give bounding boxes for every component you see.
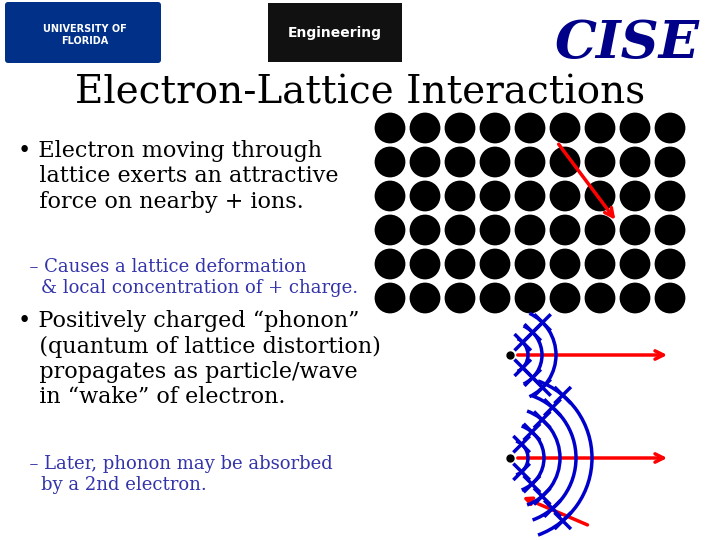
Circle shape	[586, 216, 614, 244]
Circle shape	[411, 148, 439, 176]
Circle shape	[586, 148, 614, 176]
Circle shape	[376, 148, 404, 176]
Circle shape	[551, 182, 579, 210]
Circle shape	[446, 148, 474, 176]
Circle shape	[621, 284, 649, 312]
Circle shape	[446, 216, 474, 244]
FancyBboxPatch shape	[5, 2, 161, 63]
Circle shape	[656, 250, 684, 278]
Circle shape	[376, 114, 404, 142]
Circle shape	[621, 182, 649, 210]
Circle shape	[411, 250, 439, 278]
Text: • Electron moving through
   lattice exerts an attractive
   force on nearby + i: • Electron moving through lattice exerts…	[18, 140, 338, 213]
Circle shape	[551, 250, 579, 278]
Circle shape	[551, 148, 579, 176]
Circle shape	[516, 114, 544, 142]
Circle shape	[411, 284, 439, 312]
Circle shape	[551, 114, 579, 142]
Circle shape	[516, 182, 544, 210]
Circle shape	[656, 216, 684, 244]
Circle shape	[656, 148, 684, 176]
Circle shape	[586, 114, 614, 142]
Circle shape	[516, 148, 544, 176]
Circle shape	[481, 216, 509, 244]
Circle shape	[656, 114, 684, 142]
Circle shape	[411, 182, 439, 210]
Circle shape	[481, 148, 509, 176]
Circle shape	[586, 182, 614, 210]
Circle shape	[621, 216, 649, 244]
Text: • Positively charged “phonon”
   (quantum of lattice distortion)
   propagates a: • Positively charged “phonon” (quantum o…	[18, 310, 381, 408]
Circle shape	[481, 284, 509, 312]
Circle shape	[621, 114, 649, 142]
Circle shape	[621, 250, 649, 278]
Circle shape	[446, 250, 474, 278]
Circle shape	[656, 284, 684, 312]
Circle shape	[551, 284, 579, 312]
Circle shape	[586, 250, 614, 278]
Circle shape	[411, 114, 439, 142]
Circle shape	[376, 182, 404, 210]
Circle shape	[516, 250, 544, 278]
Circle shape	[376, 250, 404, 278]
Circle shape	[481, 182, 509, 210]
Circle shape	[446, 114, 474, 142]
Circle shape	[586, 284, 614, 312]
Text: CISE: CISE	[555, 18, 700, 69]
Circle shape	[621, 148, 649, 176]
Text: – Causes a lattice deformation
    & local concentration of + charge.: – Causes a lattice deformation & local c…	[18, 258, 358, 297]
Text: Electron-Lattice Interactions: Electron-Lattice Interactions	[75, 75, 645, 112]
Circle shape	[376, 216, 404, 244]
Circle shape	[516, 216, 544, 244]
Circle shape	[481, 250, 509, 278]
FancyBboxPatch shape	[268, 3, 402, 62]
Circle shape	[446, 182, 474, 210]
Circle shape	[376, 284, 404, 312]
Circle shape	[516, 284, 544, 312]
Text: UNIVERSITY OF
FLORIDA: UNIVERSITY OF FLORIDA	[43, 24, 127, 46]
Text: Engineering: Engineering	[288, 26, 382, 40]
Text: – Later, phonon may be absorbed
    by a 2nd electron.: – Later, phonon may be absorbed by a 2nd…	[18, 455, 333, 494]
Circle shape	[656, 182, 684, 210]
Circle shape	[411, 216, 439, 244]
Circle shape	[481, 114, 509, 142]
Circle shape	[551, 216, 579, 244]
Circle shape	[446, 284, 474, 312]
